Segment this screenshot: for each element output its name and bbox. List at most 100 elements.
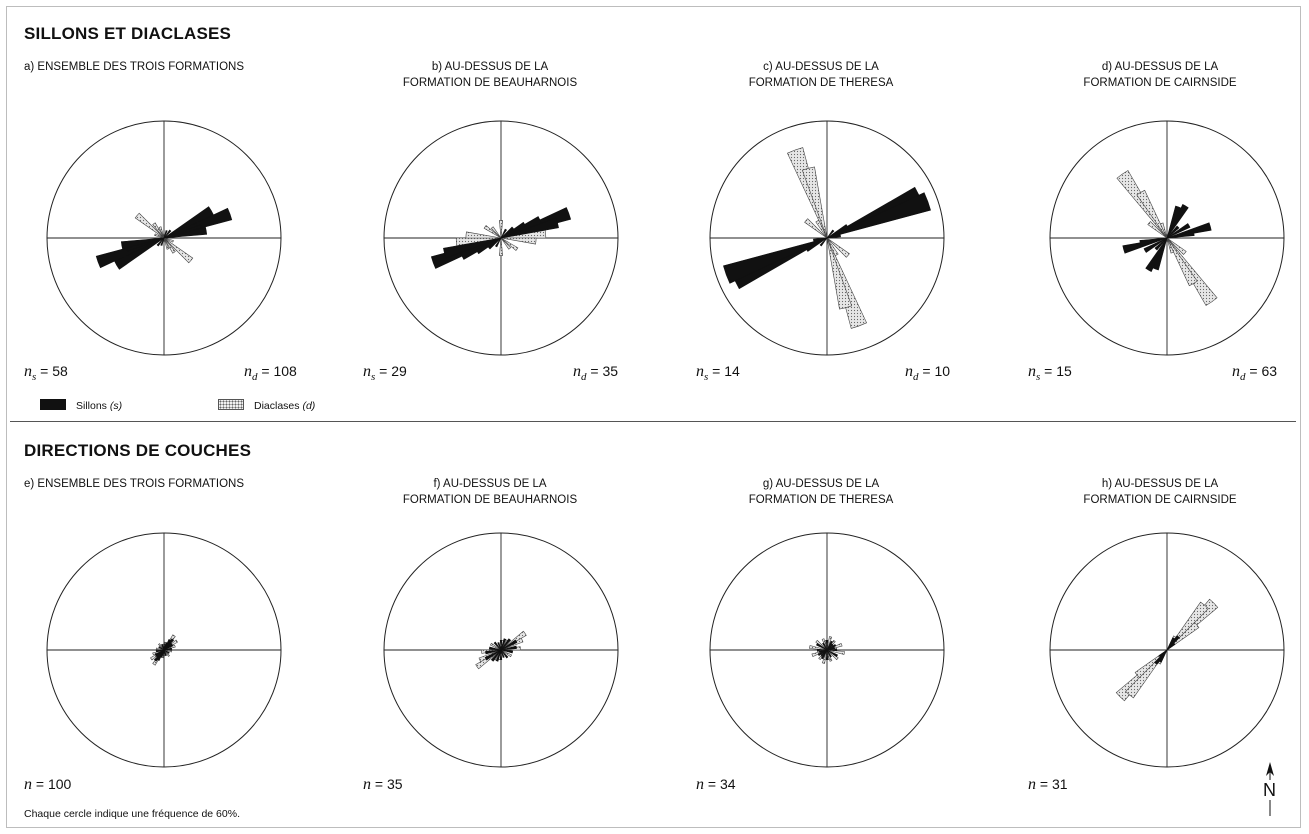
- diaclase-petal-50: [1166, 621, 1200, 651]
- rose-diagram-a: [46, 120, 282, 356]
- caption-c-line-1: c) AU-DESSUS DE LA: [763, 61, 879, 73]
- count-n-f: n = 35: [363, 776, 403, 793]
- value-nd-a: 108: [273, 363, 297, 379]
- sillon-petal-80: [1166, 230, 1195, 239]
- sillon-petal-120-opposite: [816, 642, 828, 651]
- sillon-petal-40: [826, 229, 835, 239]
- diaclase-petal-150: [1166, 237, 1198, 287]
- caption-h-line-2: FORMATION DE CAIRNSIDE: [1083, 494, 1237, 506]
- rose-diagram-g: [709, 532, 945, 768]
- sillon-petal-75-opposite: [1122, 237, 1168, 254]
- sillon-petal-60-opposite: [805, 237, 828, 252]
- sillon-petal-70-opposite: [723, 237, 828, 284]
- sillon-petal-75-opposite: [818, 649, 828, 654]
- sillon-petal-45: [1166, 225, 1180, 239]
- diaclase-petal-100-opposite: [155, 647, 165, 651]
- sillon-petal-50: [500, 226, 515, 239]
- diaclase-petal-120: [500, 649, 512, 658]
- legend-label-diaclases: Diaclases: [254, 400, 300, 412]
- sillon-petal-80-opposite: [1139, 237, 1168, 246]
- sillon-petal-60-opposite: [154, 649, 165, 657]
- diaclase-petal-145-opposite: [152, 222, 165, 239]
- section-title-top: SILLONS ET DIACLASES: [24, 24, 232, 43]
- sillon-petal-45-opposite: [820, 649, 828, 657]
- caption-b-line-1: b) AU-DESSUS DE LA: [431, 61, 549, 73]
- sillon-petal-0: [163, 643, 165, 651]
- caption-g-line-1: g) AU-DESSUS DE LA: [762, 478, 880, 490]
- caption-f: f) AU-DESSUS DE LA FORMATION DE BEAUHARN…: [365, 476, 615, 508]
- section-divider: [10, 421, 1296, 422]
- diaclase-petal-140: [500, 237, 512, 250]
- diaclase-petal-130-opposite: [815, 639, 828, 651]
- sillon-petal-150: [826, 649, 832, 658]
- sillon-petal-90: [826, 648, 838, 652]
- count-n-g: n = 34: [696, 776, 736, 793]
- north-label: N: [1263, 780, 1276, 800]
- rose-diagram-b: [383, 120, 619, 356]
- legend-sym-sillons: (s): [109, 400, 123, 412]
- value-nd-d: 63: [1261, 363, 1278, 379]
- north-arrow-icon: [1266, 762, 1274, 816]
- diaclase-petal-145: [1166, 237, 1218, 306]
- sillon-petal-75: [826, 646, 836, 651]
- sillon-petal-80-opposite: [485, 649, 502, 655]
- caption-h-line-1: h) AU-DESSUS DE LA: [1101, 478, 1219, 490]
- sillon-petal-60: [1166, 223, 1191, 239]
- sillon-petal-60: [500, 639, 518, 651]
- caption-d-line-2: FORMATION DE CAIRNSIDE: [1083, 77, 1237, 89]
- caption-e: e) ENSEMBLE DES TROIS FORMATIONS: [24, 476, 274, 492]
- sillon-petal-120-opposite: [158, 646, 165, 651]
- legend-label-sillons: Sillons: [76, 400, 107, 412]
- diaclase-petal-0-opposite: [499, 237, 503, 256]
- sillon-petal-20-opposite: [495, 649, 502, 662]
- sillon-petal-70: [826, 192, 931, 239]
- sillon-petal-50-opposite: [487, 237, 502, 250]
- caption-g: g) AU-DESSUS DE LA FORMATION DE THERESA: [696, 476, 946, 508]
- caption-b-line-2: FORMATION DE BEAUHARNOIS: [402, 77, 578, 89]
- sillon-petal-150-opposite: [822, 642, 828, 651]
- caption-a-line: a) ENSEMBLE DES TROIS FORMATIONS: [24, 61, 245, 73]
- sillon-petal-45: [826, 643, 834, 651]
- count-n-h: n = 31: [1028, 776, 1068, 793]
- diaclase-petal-100-opposite: [809, 645, 828, 651]
- diaclase-petal-130-opposite: [1147, 221, 1168, 239]
- caption-d-line-1: d) AU-DESSUS DE LA: [1101, 61, 1219, 73]
- value-nd-b: 35: [602, 363, 619, 379]
- sillon-petal-20-opposite: [160, 649, 165, 658]
- sillon-petal-0-opposite: [825, 649, 829, 661]
- sillon-petal-40: [163, 229, 172, 239]
- sillon-petal-160: [163, 649, 167, 657]
- caption-a: a) ENSEMBLE DES TROIS FORMATIONS: [24, 59, 274, 75]
- sillon-petal-80: [163, 647, 173, 651]
- sillon-petal-60: [826, 643, 837, 651]
- sillon-petal-70: [163, 207, 233, 239]
- sillon-petal-30-opposite: [494, 237, 502, 248]
- sillon-petal-80-opposite: [120, 237, 165, 250]
- diaclase-petal-150-opposite: [815, 219, 828, 239]
- sillon-petal-60: [826, 224, 849, 239]
- section-title-bottom: DIRECTIONS DE COUCHES: [24, 441, 252, 460]
- sillon-petal-30: [1166, 203, 1189, 239]
- sillon-petal-40-opposite: [819, 237, 828, 247]
- sillon-petal-30-opposite: [1158, 649, 1168, 663]
- diaclase-petal-50-opposite: [1134, 649, 1168, 679]
- diaclase-petal-160-opposite: [787, 147, 828, 239]
- sillon-petal-60: [500, 221, 527, 239]
- sillon-petal-40-opposite: [1154, 649, 1168, 665]
- diaclase-petal-145: [163, 237, 176, 254]
- sillon-petal-80: [163, 226, 208, 239]
- sillon-petal-40-opposite: [490, 649, 502, 662]
- diaclase-petal-0: [499, 220, 503, 239]
- value-ns-d: 15: [1056, 363, 1072, 379]
- diaclase-petal-140-opposite: [490, 226, 502, 239]
- caption-g-line-2: FORMATION DE THERESA: [748, 494, 894, 506]
- diaclase-petal-165: [826, 237, 853, 310]
- diaclase-petal-130: [163, 237, 194, 264]
- diaclase-petal-125: [500, 237, 519, 251]
- diaclase-petal-140: [163, 649, 170, 657]
- diaclase-petal-160: [826, 237, 867, 329]
- diaclase-petal-130-opposite: [804, 218, 828, 239]
- sillon-petal-60-opposite: [484, 649, 502, 661]
- sillon-petal-80-opposite: [155, 649, 165, 653]
- diaclase-petal-165-opposite: [801, 166, 828, 239]
